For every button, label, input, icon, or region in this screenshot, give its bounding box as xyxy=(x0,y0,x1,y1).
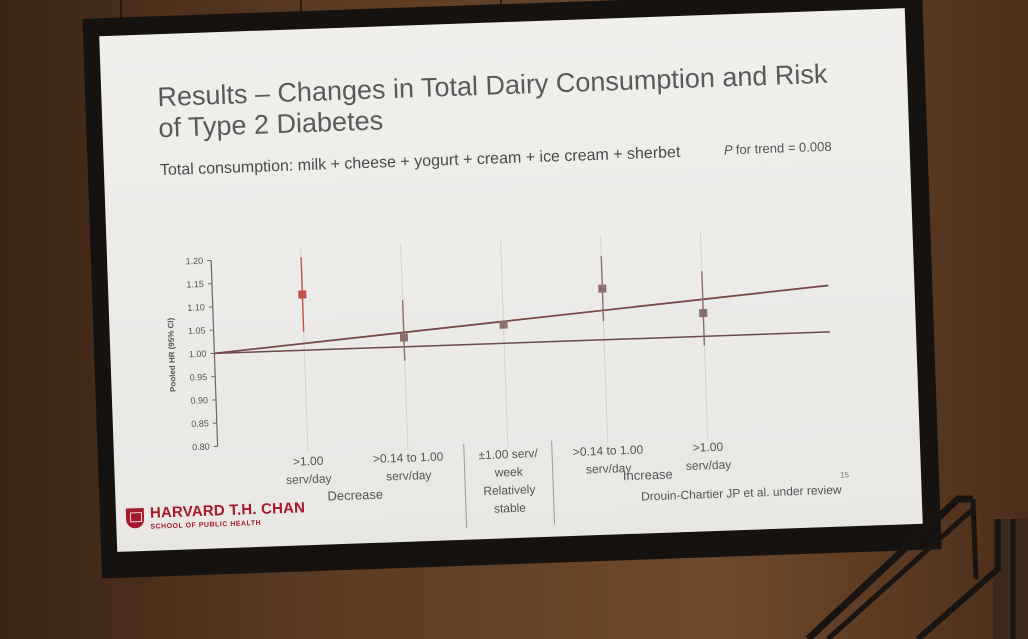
forest-plot: 0.80 0.85 0.90 0.95 1.00 1.05 1.10 1.15 1.20 Pool… xyxy=(166,233,831,528)
hr-point xyxy=(699,308,708,318)
group-label-decrease: Decrease xyxy=(327,486,384,504)
hr-point xyxy=(499,320,508,329)
y-tick-label: 0.85 xyxy=(191,418,209,429)
hr-point xyxy=(598,284,607,293)
hr-point xyxy=(399,333,409,342)
category-label: >0.14 to 1.00 xyxy=(573,442,644,458)
y-tick-label: 1.05 xyxy=(188,325,206,336)
harvard-shield-icon xyxy=(125,507,145,529)
category-label: ±1.00 serv/ xyxy=(478,446,538,462)
y-tick-label: 1.15 xyxy=(186,279,204,290)
category-label: >0.14 to 1.00 xyxy=(373,449,444,465)
y-tick-label: 0.90 xyxy=(190,395,208,406)
reference-line xyxy=(214,331,831,355)
stable-box-right xyxy=(551,440,556,525)
ci-whisker xyxy=(401,300,406,361)
y-tick-label: 1.20 xyxy=(185,256,203,267)
y-tick-label: 0.80 xyxy=(192,442,210,453)
category-label: serv/day xyxy=(586,461,632,477)
category-label: stable xyxy=(494,501,527,516)
category-label: week xyxy=(493,465,523,480)
ci-whisker xyxy=(701,271,706,346)
category-label: serv/day xyxy=(286,471,332,487)
category-label: serv/day xyxy=(386,468,432,484)
category-label: >1.00 xyxy=(293,454,324,469)
y-tick-label: 0.95 xyxy=(190,372,208,383)
category-label: Relatively xyxy=(483,482,535,498)
group-label-increase: Increase xyxy=(622,466,674,484)
category-label: >1.00 xyxy=(693,440,724,455)
y-tick-label: 1.10 xyxy=(187,302,205,313)
category-label: serv/day xyxy=(686,457,732,473)
stable-box-left xyxy=(463,443,468,528)
presentation-slide: Results – Changes in Total Dairy Consump… xyxy=(99,8,923,552)
trend-line xyxy=(214,284,829,355)
stair-railing xyxy=(805,495,1028,639)
y-tick-label: 1.00 xyxy=(189,349,207,360)
hr-point xyxy=(298,290,307,299)
y-axis-label: Pooled HR (95% CI) xyxy=(166,317,178,392)
